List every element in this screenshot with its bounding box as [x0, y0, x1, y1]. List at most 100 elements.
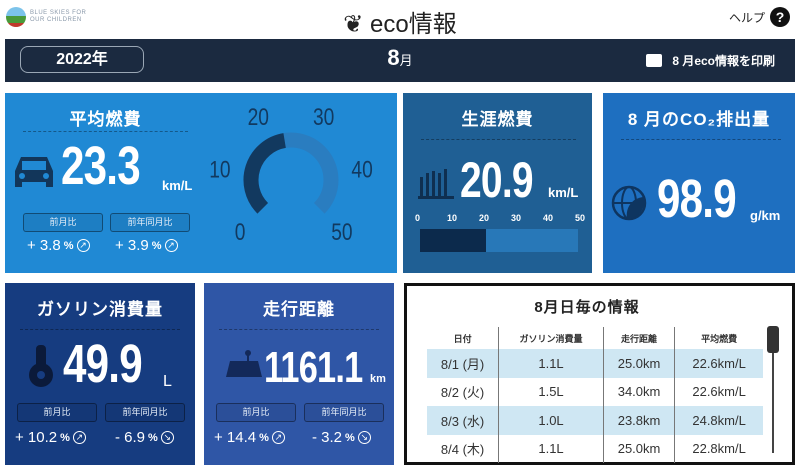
page-title: ❦ eco情報	[250, 4, 550, 39]
cell: 34.0km	[602, 377, 675, 406]
help-button[interactable]: ヘルプ?	[729, 7, 790, 27]
trend-up-icon: ↗	[271, 431, 285, 444]
co2-title: 8 月のCO₂排出量	[627, 110, 771, 129]
map-pin-icon	[226, 350, 262, 377]
daily-info-panel: 8月日毎の情報 日付 ガソリン消費量 走行距離 平均燃費 8/1 (月) 1.1L…	[404, 283, 795, 465]
logo-globe-icon	[6, 7, 26, 27]
prev-year-label: 前年同月比	[110, 213, 190, 232]
cell: 1.1L	[498, 434, 604, 463]
cell: 1.5L	[498, 377, 604, 406]
logo-text: BLUE SKIES FOR OUR CHILDREN	[30, 10, 87, 23]
gasoline-title: ガソリン消費量	[37, 300, 163, 319]
change-value: + 14.4	[214, 429, 257, 446]
cell: 1.1L	[498, 349, 604, 378]
print-label: 8 月eco情報を印刷	[672, 54, 775, 68]
logo[interactable]: BLUE SKIES FOR OUR CHILDREN	[6, 7, 100, 27]
cell: 22.8km/L	[674, 434, 763, 463]
col-avg-fuel: 平均燃費	[674, 327, 763, 349]
daily-table: 日付 ガソリン消費量 走行距離 平均燃費 8/1 (月) 1.1L 25.0km 22…	[427, 327, 763, 463]
co2-panel: 8 月のCO₂排出量 98.9 g/km	[603, 93, 795, 273]
cell: 8/4 (木)	[440, 442, 485, 458]
question-circle-icon: ?	[770, 7, 790, 27]
month-number: 8	[387, 45, 400, 70]
leaf-icon: ❦	[343, 11, 364, 38]
avg-fuel-value: 23.3	[61, 136, 141, 196]
change-value: + 3.9	[115, 237, 149, 254]
percent-sign: %	[60, 431, 70, 444]
year-selector[interactable]: 2022年	[20, 46, 144, 73]
cell: 24.8km/L	[674, 406, 763, 435]
percent-sign: %	[151, 239, 162, 252]
avg-fuel-unit: km/L	[162, 178, 193, 193]
col-date: 日付	[453, 333, 472, 344]
gasoline-panel: ガソリン消費量 49.9 L 前月比 前年同月比 + 10.2% ↗ - 6.9%…	[5, 283, 195, 465]
trend-up-icon: ↗	[72, 431, 86, 444]
percent-sign: %	[148, 431, 158, 444]
percent-sign: %	[63, 239, 74, 252]
daily-title: 8月日毎の情報	[534, 299, 640, 316]
cell: 1.0L	[498, 406, 604, 435]
gauge-tick-label: 20	[248, 103, 269, 131]
prev-month-label: 前月比	[216, 403, 296, 422]
distance-panel: 走行距離 1161.1 km 前月比 前年同月比 + 14.4% ↗ - 3.2%…	[204, 283, 394, 465]
scale-label: 0	[415, 213, 421, 223]
gasoline-unit: L	[163, 373, 172, 390]
distance-unit: km	[370, 373, 386, 385]
lifetime-unit: km/L	[548, 185, 579, 200]
lifetime-title: 生涯燃費	[461, 110, 534, 129]
globe-leaf-icon	[611, 185, 647, 221]
prev-month-change: + 10.2% ↗	[15, 429, 86, 446]
distance-title: 走行距離	[263, 300, 335, 319]
cell: 25.0km	[602, 349, 675, 378]
cell: 22.6km/L	[674, 349, 763, 378]
percent-sign: %	[345, 431, 355, 444]
cell: 25.0km	[602, 434, 675, 463]
change-value: - 6.9	[115, 429, 146, 446]
scale-label: 20	[479, 213, 490, 223]
prev-month-change: + 3.8% ↗	[27, 237, 90, 254]
bar-chart-icon	[418, 169, 454, 199]
cell: 23.8km	[602, 406, 675, 435]
prev-year-change: - 6.9% ↘	[115, 429, 174, 446]
gauge-fill	[243, 133, 287, 214]
fuel-gauge-icon	[29, 345, 53, 387]
prev-year-label: 前年同月比	[105, 403, 185, 422]
lifetime-scale: 0 10 20 30 40 50	[415, 213, 585, 225]
print-button[interactable]: 8 月eco情報を印刷	[646, 52, 775, 69]
top-header: BLUE SKIES FOR OUR CHILDREN ❦ eco情報 ヘルプ?	[0, 0, 800, 38]
scrollbar-track[interactable]	[772, 328, 774, 453]
scale-label: 10	[447, 213, 458, 223]
cell: 22.6km/L	[674, 377, 763, 406]
col-distance: 走行距離	[602, 327, 675, 349]
gauge-tick-label: 40	[351, 156, 372, 184]
co2-value: 98.9	[657, 169, 737, 229]
scrollbar-thumb[interactable]	[767, 326, 779, 353]
car-icon	[15, 157, 53, 187]
prev-month-change: + 14.4% ↗	[214, 429, 285, 446]
table-row: 8/3 (水) 1.0L 23.8km 24.8km/L	[427, 406, 763, 435]
avg-fuel-panel: 平均燃費 23.3 km/L 前月比 前年同月比 + 3.8% ↗ + 3.9% ↗…	[5, 93, 397, 273]
month-suffix: 月	[399, 53, 413, 68]
distance-value: 1161.1	[264, 343, 363, 392]
gauge-tick-label: 0	[235, 218, 246, 246]
co2-unit: g/km	[750, 208, 781, 223]
cell: 8/2 (火)	[440, 385, 485, 401]
prev-year-change: + 3.9% ↗	[115, 237, 178, 254]
help-label: ヘルプ	[728, 10, 765, 25]
lifetime-bar-fill	[420, 229, 487, 252]
prev-month-label: 前月比	[17, 403, 97, 422]
avg-fuel-gauge: 0 10 20 30 40 50	[209, 103, 373, 246]
col-gasoline: ガソリン消費量	[498, 327, 604, 349]
cell: 8/1 (月)	[427, 349, 499, 378]
avg-fuel-title: 平均燃費	[69, 110, 142, 129]
cell: 8/3 (水)	[427, 406, 499, 435]
table-header-row: 日付 ガソリン消費量 走行距離 平均燃費	[427, 327, 763, 349]
scale-label: 50	[575, 213, 586, 223]
trend-up-icon: ↗	[164, 239, 178, 252]
gauge-tick-label: 10	[209, 156, 230, 184]
prev-month-label: 前月比	[23, 213, 103, 232]
change-value: + 10.2	[15, 429, 58, 446]
lifetime-value: 20.9	[460, 152, 534, 208]
scale-label: 30	[511, 213, 522, 223]
page-title-text: eco情報	[370, 11, 457, 38]
